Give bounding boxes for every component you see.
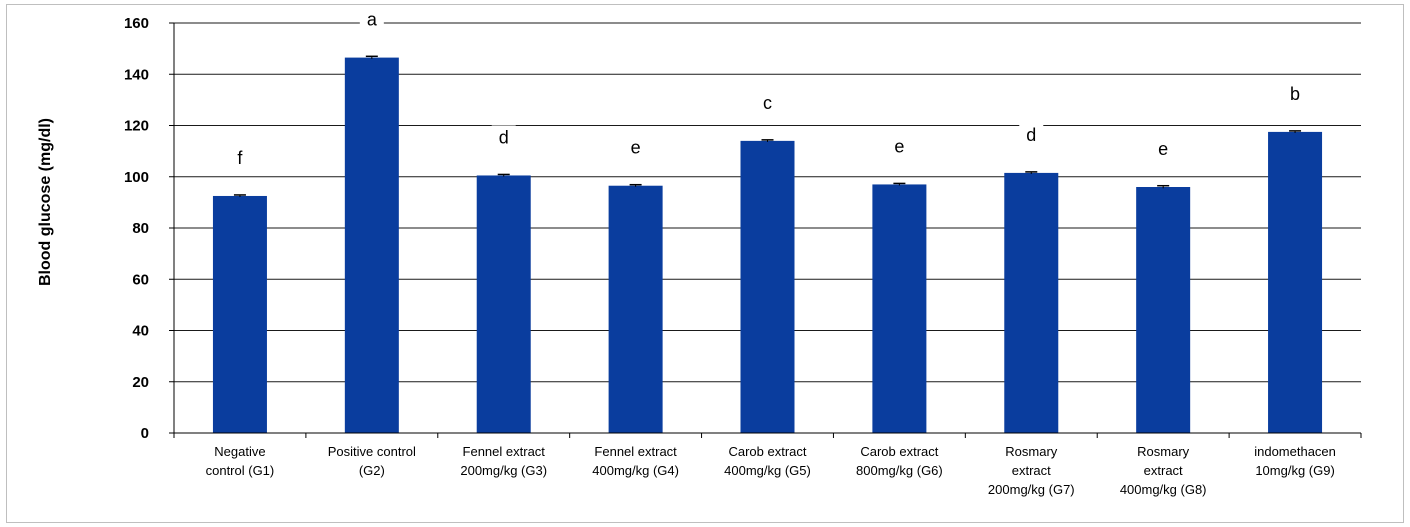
- y-tick-label: 140: [124, 66, 149, 83]
- bar: [476, 175, 531, 433]
- x-category-label: Carob extract: [728, 444, 806, 459]
- x-category-label: Rosmary: [1137, 444, 1190, 459]
- x-category-label: 400mg/kg (G4): [592, 463, 679, 478]
- significance-letter: d: [1026, 125, 1036, 145]
- x-category-label: Negative: [214, 444, 265, 459]
- significance-letter: d: [499, 127, 509, 147]
- significance-letter: e: [631, 138, 641, 158]
- significance-letter: c: [763, 93, 772, 113]
- y-tick-label: 20: [132, 374, 149, 391]
- letter-background: [1283, 81, 1308, 108]
- x-category-label: control (G1): [206, 463, 275, 478]
- bar: [740, 140, 795, 433]
- bar: [872, 184, 927, 433]
- bar: [608, 185, 663, 433]
- y-tick-label: 160: [124, 15, 149, 32]
- y-tick-label: 80: [132, 220, 149, 237]
- x-category-label: Positive control: [328, 444, 416, 459]
- bars: [212, 57, 1323, 433]
- significance-letter: e: [894, 136, 904, 156]
- x-category-label: extract: [1144, 463, 1183, 478]
- significance-letter: b: [1290, 84, 1300, 104]
- y-tick-label: 100: [124, 169, 149, 186]
- letter-background: [359, 7, 384, 34]
- letter-background: [227, 145, 252, 172]
- x-category-label: extract: [1012, 463, 1051, 478]
- x-category-label: 200mg/kg (G7): [988, 482, 1075, 497]
- y-axis-label: Blood glucose (mg/dl): [37, 118, 54, 286]
- x-category-label: Rosmary: [1005, 444, 1058, 459]
- significance-letter: f: [237, 148, 243, 168]
- x-category-label: 200mg/kg (G3): [460, 463, 547, 478]
- bar: [344, 57, 399, 433]
- bar: [212, 195, 267, 433]
- bar: [1004, 172, 1059, 433]
- x-category-label: Carob extract: [860, 444, 938, 459]
- letter-background: [623, 135, 648, 162]
- letter-background: [1151, 137, 1176, 163]
- chart-frame: [6, 4, 1404, 523]
- x-category-label: 10mg/kg (G9): [1255, 463, 1334, 478]
- x-category-label: 400mg/kg (G5): [724, 463, 811, 478]
- x-category-label: Fennel extract: [463, 444, 546, 459]
- x-category-label: 400mg/kg (G8): [1120, 482, 1207, 497]
- significance-letter: a: [367, 10, 378, 30]
- letter-background: [755, 90, 780, 117]
- y-axis-ticks: 0 20 40 60 80 100 120 140 160: [124, 15, 174, 442]
- x-category-label: 800mg/kg (G6): [856, 463, 943, 478]
- significance-letter: e: [1158, 139, 1168, 159]
- x-axis-category-labels: Negative control (G1) Positive control (G2)…: [206, 444, 1336, 497]
- y-tick-label: 120: [124, 118, 149, 135]
- error-bars: [233, 55, 1302, 197]
- x-axis: [173, 23, 1362, 438]
- letter-background: [491, 125, 516, 152]
- bar: [1136, 187, 1191, 433]
- letter-background: [1019, 122, 1044, 149]
- x-category-label: Fennel extract: [594, 444, 677, 459]
- y-tick-label: 40: [132, 323, 149, 340]
- x-category-label: indomethacen: [1254, 444, 1336, 459]
- y-tick-label: 60: [132, 271, 149, 288]
- x-category-label: (G2): [359, 463, 385, 478]
- significance-letters: f a d e c e d e b: [227, 7, 1308, 172]
- letter-background: [887, 134, 912, 161]
- y-tick-label: 0: [141, 425, 149, 442]
- bar: [1268, 131, 1323, 433]
